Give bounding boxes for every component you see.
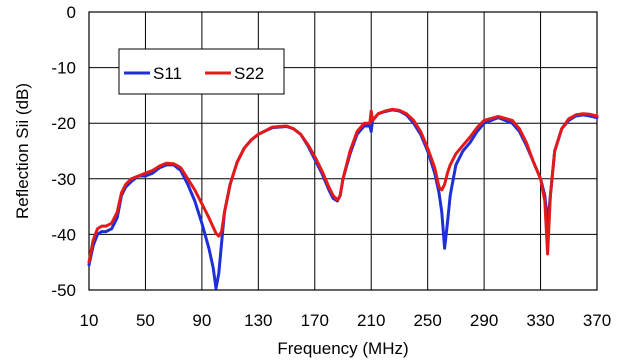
plot-frame xyxy=(88,11,598,291)
y-tick-label: -10 xyxy=(51,59,76,78)
x-tick-label: 250 xyxy=(413,311,441,330)
x-tick-label: 370 xyxy=(583,311,611,330)
y-tick-label: -20 xyxy=(51,114,76,133)
x-tick-label: 50 xyxy=(136,311,155,330)
x-tick-label: 210 xyxy=(357,311,385,330)
y-tick-labels: 0 -10 -20 -30 -40 -50 xyxy=(51,3,76,300)
x-tick-label: 10 xyxy=(80,311,99,330)
x-tick-label: 290 xyxy=(470,311,498,330)
x-axis-label: Frequency (MHz) xyxy=(277,339,408,358)
y-tick-label: -50 xyxy=(51,281,76,300)
series-line-s22 xyxy=(87,107,599,264)
series-layer xyxy=(87,107,599,290)
x-tick-label: 170 xyxy=(301,311,329,330)
y-axis-label: Reflection Sii (dB) xyxy=(13,83,32,219)
legend-box xyxy=(118,48,285,95)
x-tick-labels: 10 50 90 130 170 210 250 290 330 370 xyxy=(80,311,612,330)
x-tick-label: 330 xyxy=(526,311,554,330)
y-tick-label: -30 xyxy=(51,170,76,189)
x-tick-label: 130 xyxy=(244,311,272,330)
y-tick-label: 0 xyxy=(67,3,76,22)
legend-label-s11: S11 xyxy=(153,64,182,83)
legend: S11 S22 xyxy=(118,48,285,95)
y-tick-label: -40 xyxy=(51,225,76,244)
x-tick-label: 90 xyxy=(192,311,211,330)
legend-label-s22: S22 xyxy=(234,64,264,83)
